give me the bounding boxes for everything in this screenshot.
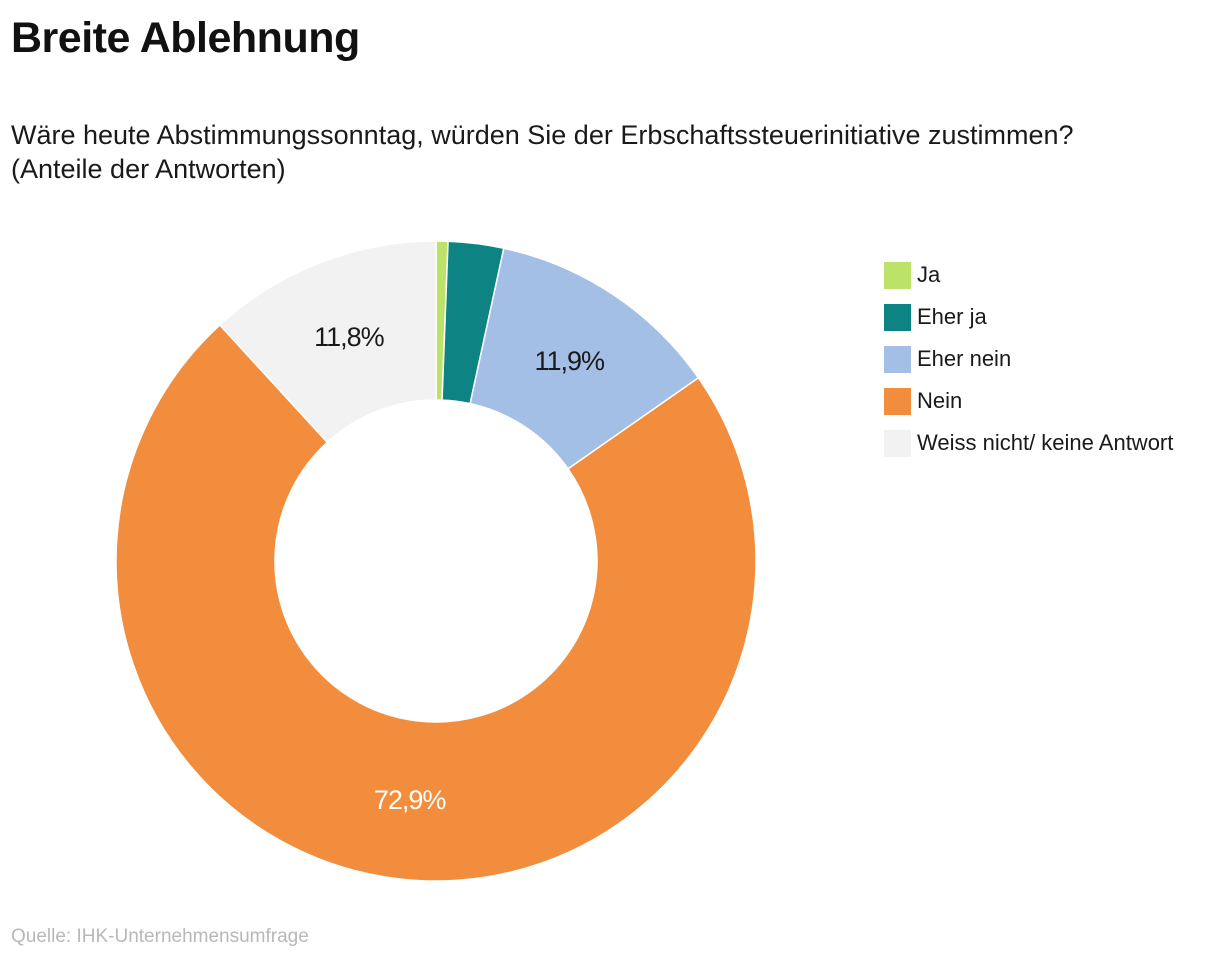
subtitle-line-2: (Anteile der Antworten) (11, 154, 286, 184)
legend-label-eher-nein: Eher nein (917, 346, 1012, 371)
legend-item-weiss-nicht: Weiss nicht/ keine Antwort (884, 422, 1173, 464)
donut-chart: 11,9% 72,9% 11,8% (115, 240, 757, 882)
legend-swatch-eher-nein (884, 345, 911, 373)
legend-label-eher-ja: Eher ja (917, 304, 987, 329)
legend-label-nein: Nein (917, 388, 963, 413)
legend-label-ja: Ja (917, 262, 941, 287)
legend-swatch-weiss-nicht (884, 429, 911, 457)
legend-swatch-ja (884, 261, 911, 289)
legend-item-eher-ja: Eher ja (884, 296, 1173, 338)
legend-swatch-nein (884, 387, 911, 415)
chart-title: Breite Ablehnung (11, 14, 360, 62)
legend-label-weiss-nicht: Weiss nicht/ keine Antwort (917, 430, 1174, 455)
subtitle-line-1: Wäre heute Abstimmungssonntag, würden Si… (11, 120, 1074, 150)
donut-slice-eher-nein (469, 247, 700, 470)
legend-item-ja: Ja (884, 254, 1173, 296)
source-note: Quelle: IHK-Unternehmensumfrage (11, 926, 309, 947)
legend-item-nein: Nein (884, 380, 1173, 422)
data-label-weiss-nicht: 11,8% (314, 322, 385, 352)
data-label-nein: 72,9% (374, 785, 447, 815)
legend: Ja Eher ja Eher nein Nein Weiss nicht/ k… (884, 254, 1173, 464)
chart-subtitle: Wäre heute Abstimmungssonntag, würden Si… (11, 118, 1201, 186)
donut-slice-nein (115, 323, 757, 882)
data-label-eher-nein: 11,9% (535, 346, 606, 376)
legend-item-eher-nein: Eher nein (884, 338, 1173, 380)
legend-swatch-eher-ja (884, 303, 911, 331)
donut-slice-weiss-nicht (218, 240, 437, 444)
